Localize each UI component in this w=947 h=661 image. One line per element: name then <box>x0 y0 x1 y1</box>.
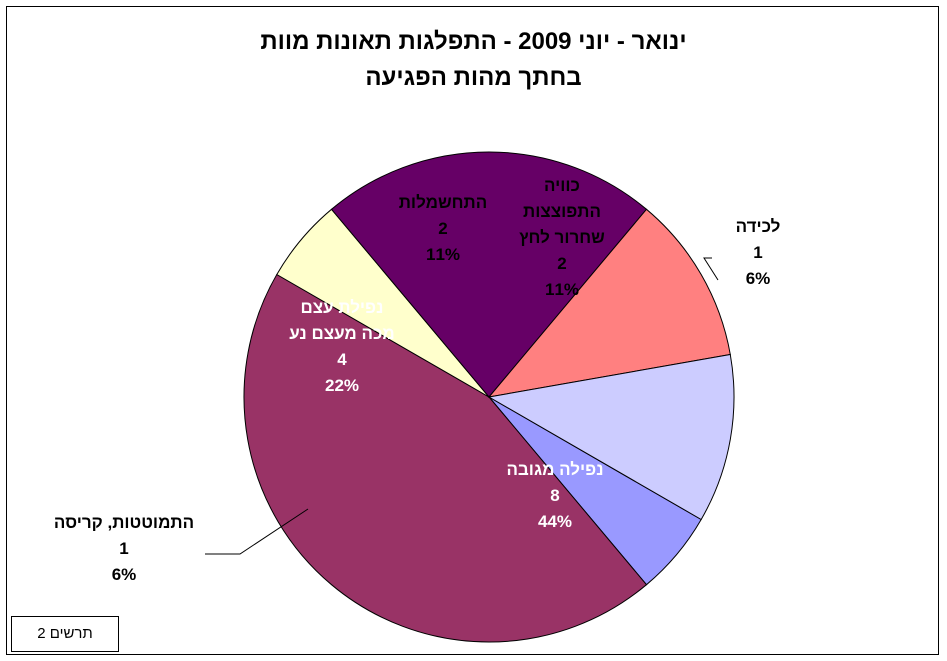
slice-data-label: נפילת עצם מכה מעצם נע 4 22% <box>289 298 394 395</box>
figure-label: תרשים 2 <box>11 616 119 652</box>
pie-slice <box>487 353 735 521</box>
slice-value-label: 2 <box>557 254 566 273</box>
slice-percent-label: 11% <box>545 280 579 299</box>
slice-value-label: 2 <box>438 219 447 238</box>
slice-percent-label: 6% <box>112 565 137 584</box>
chart-title: ינואר - יוני 2009 - התפלגות תאונות מוות … <box>0 24 947 96</box>
slice-percent-label: 6% <box>746 269 771 288</box>
slice-category-label: מכה מעצם נע <box>289 324 394 343</box>
slice-category-label: לכידה <box>736 217 781 236</box>
figure-label-text: תרשים 2 <box>37 625 93 642</box>
slice-category-label: התחשמלות <box>399 193 488 212</box>
slice-value-label: 1 <box>753 243 762 262</box>
pie-slice <box>243 273 648 643</box>
chart-title-line-1: ינואר - יוני 2009 - התפלגות תאונות מוות <box>260 28 687 55</box>
slice-data-label: התמוטטות, קריסה 1 6% <box>54 513 194 584</box>
slice-data-label: נפילה מגובה 8 44% <box>506 460 603 531</box>
slice-category-label: התפוצצות <box>523 202 601 221</box>
slice-category-label: נפילת עצם <box>301 298 384 317</box>
slice-value-label: 1 <box>119 539 128 558</box>
slice-category-label: נפילה מגובה <box>506 460 603 479</box>
pie-slice <box>487 208 731 398</box>
slice-value-label: 8 <box>550 486 559 505</box>
chart-title-line-2: בחתך מהות הפגיעה <box>365 64 582 91</box>
slice-percent-label: 44% <box>538 512 572 531</box>
pie-slice <box>330 151 648 398</box>
chart-frame <box>6 6 939 655</box>
leader-line <box>205 508 309 555</box>
slice-data-label: התחשמלות 2 11% <box>399 193 488 264</box>
slice-data-label: לכידה 1 6% <box>736 217 781 288</box>
slice-category-label: התמוטטות, קריסה <box>54 513 194 532</box>
leader-line <box>703 257 719 281</box>
slice-percent-label: 11% <box>426 245 460 264</box>
slice-category-label: כוויה <box>544 176 580 195</box>
slice-value-label: 4 <box>337 350 347 369</box>
slice-percent-label: 22% <box>325 376 359 395</box>
slice-category-label: שחרור לחץ <box>519 228 605 247</box>
slice-data-label: כוויה התפוצצות שחרור לחץ 2 11% <box>519 176 605 299</box>
